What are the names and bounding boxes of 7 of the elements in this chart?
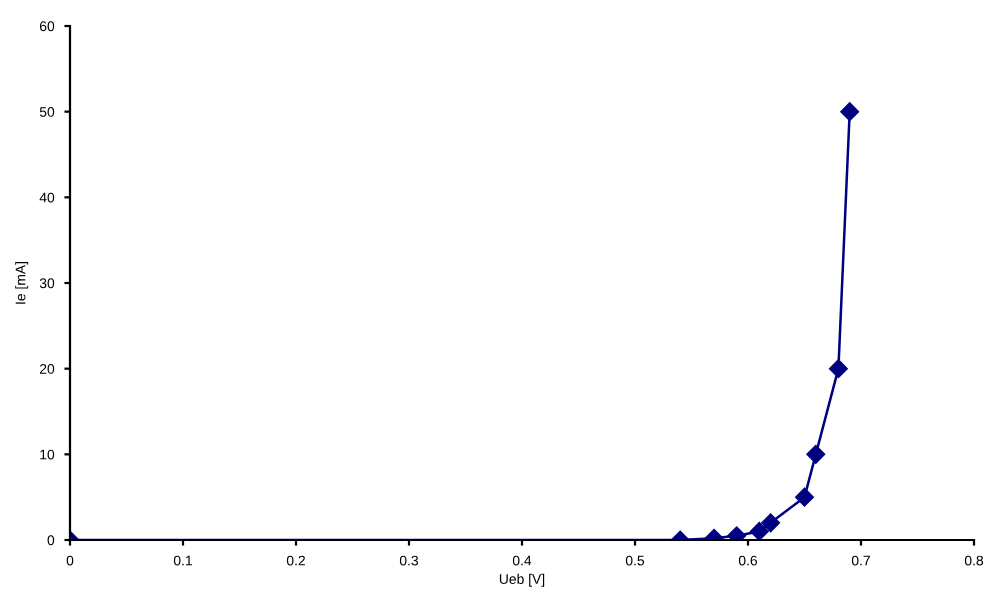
- point: [840, 102, 859, 121]
- point: [795, 487, 814, 507]
- point: [761, 513, 780, 533]
- point: [829, 359, 848, 378]
- point: [806, 445, 826, 464]
- point: [750, 522, 769, 540]
- point: [727, 526, 746, 540]
